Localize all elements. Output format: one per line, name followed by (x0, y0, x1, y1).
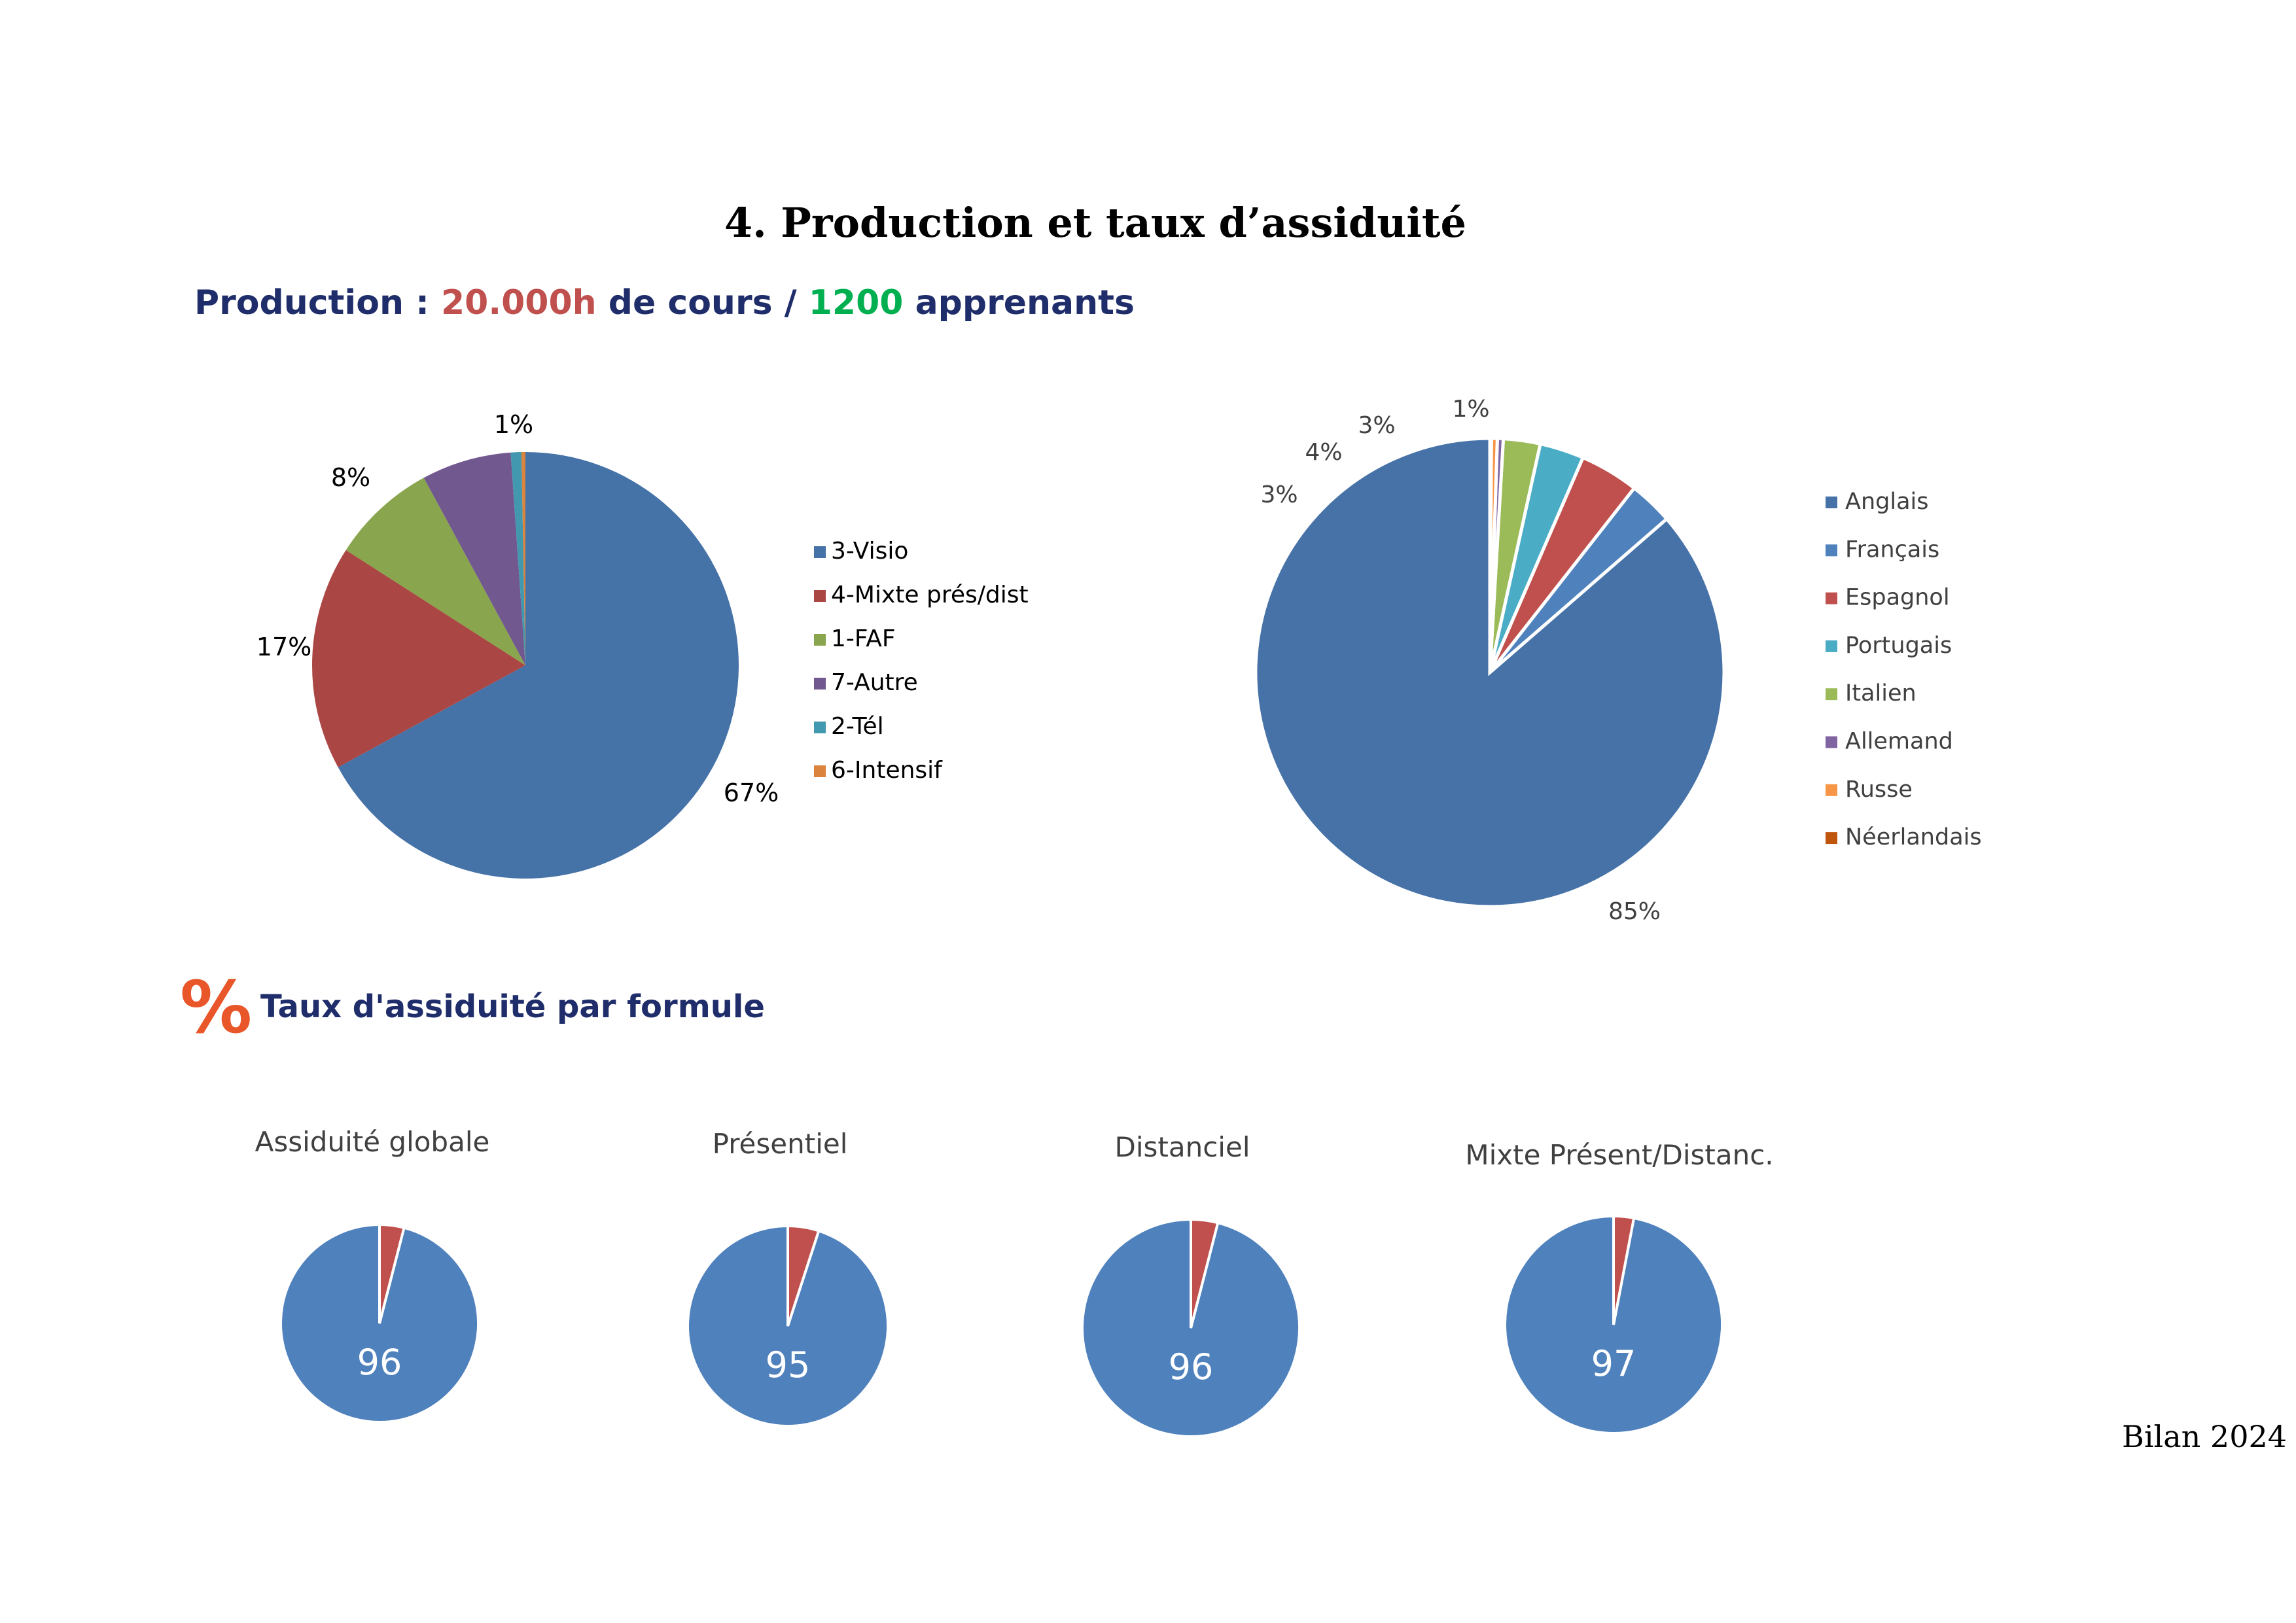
legend-swatch (1826, 832, 1837, 845)
legend-swatch (814, 678, 826, 689)
attendance-chart-title: Mixte Présent/Distanc. (1465, 1139, 1773, 1171)
legend-swatch (1826, 592, 1837, 604)
page-title: 4. Production et taux d’assiduité (724, 199, 1466, 247)
legend-item-label: Français (1845, 536, 1939, 563)
legend-swatch (1826, 688, 1837, 701)
data-label: 67% (724, 778, 779, 807)
footer-label: Bilan 2024 (2122, 1419, 2287, 1454)
legend-item-label: Néerlandais (1845, 824, 1982, 850)
legend-swatch (814, 634, 826, 646)
pie-slice-7-autre (423, 452, 525, 665)
legend-swatch (1826, 544, 1837, 557)
pie-slice-n-erlandais (1488, 436, 1493, 673)
pie-slice-6-intensif (521, 452, 525, 665)
attendance-heading: Taux d'assiduité par formule (260, 988, 765, 1025)
legend-item-label: Russe (1845, 777, 1913, 803)
legend-item-label: Espagnol (1845, 585, 1950, 611)
pie-slice-1-faf (345, 478, 525, 665)
data-label: 3% (1260, 481, 1298, 508)
attendance-chart-title: Présentiel (713, 1128, 848, 1160)
legend-item-label: Allemand (1845, 729, 1953, 755)
legend-item-label: Italien (1845, 680, 1916, 707)
legend-swatch (814, 765, 826, 777)
legend-swatch (814, 722, 826, 733)
pie-slice-absent (378, 1223, 406, 1324)
subtitle-prefix: Production : (194, 283, 441, 323)
legend-swatch (814, 590, 826, 602)
data-label: 8% (331, 463, 370, 492)
legend-item-label: 6-Intensif (831, 757, 943, 784)
data-label: 85% (1608, 898, 1661, 925)
attendance-value: 96 (1169, 1346, 1214, 1387)
attendance-chart-title: Distanciel (1115, 1131, 1250, 1163)
data-label: 3% (1358, 412, 1395, 439)
legend-item-label: 4-Mixte prés/dist (831, 582, 1029, 608)
pie-slice-absent (1612, 1214, 1636, 1325)
data-label: 1% (494, 410, 533, 439)
charts-layer: 67% 17% 8% 1% 3-Visio 4-Mixte prés/dist 1-FAF 7… (255, 396, 1982, 1438)
pie-slice-3-visio (338, 452, 739, 879)
legend-item-label: 7-Autre (831, 669, 918, 696)
subtitle-suffix: apprenants (903, 283, 1135, 323)
legend-swatch (1826, 736, 1837, 748)
pie-slice-absent (1190, 1217, 1220, 1329)
production-subtitle: Production : 20.000h de cours / 1200 app… (194, 283, 1135, 323)
pie-slice-absent (786, 1224, 821, 1327)
legend-item-label: 1-FAF (831, 625, 896, 652)
pie-slice-4-mixte-pr-s-dist (312, 550, 525, 767)
legend-item-label: Portugais (1845, 633, 1952, 659)
data-label: 17% (256, 633, 311, 661)
attendance-value: 97 (1591, 1343, 1636, 1384)
legend-item-label: 3-Visio (831, 538, 908, 565)
legend-item-label: Anglais (1845, 489, 1928, 515)
data-label: 1% (1452, 396, 1489, 423)
attendance-chart-title: Assiduité globale (255, 1126, 490, 1158)
data-label: 4% (1305, 439, 1342, 466)
legend-swatch (1826, 497, 1837, 508)
pie-slice-2-t-l (510, 452, 525, 665)
legend-item-label: 2-Tél (831, 713, 884, 740)
percent-icon: % (180, 966, 252, 1049)
attendance-value: 96 (357, 1342, 402, 1383)
subtitle-middle: de cours / (597, 283, 809, 323)
legend-swatch (814, 546, 826, 558)
legend-swatch (1826, 784, 1837, 796)
attendance-value: 95 (766, 1344, 811, 1386)
legend-swatch (1826, 640, 1837, 652)
subtitle-hours: 20.000h (441, 283, 597, 323)
subtitle-learners: 1200 (809, 283, 904, 323)
